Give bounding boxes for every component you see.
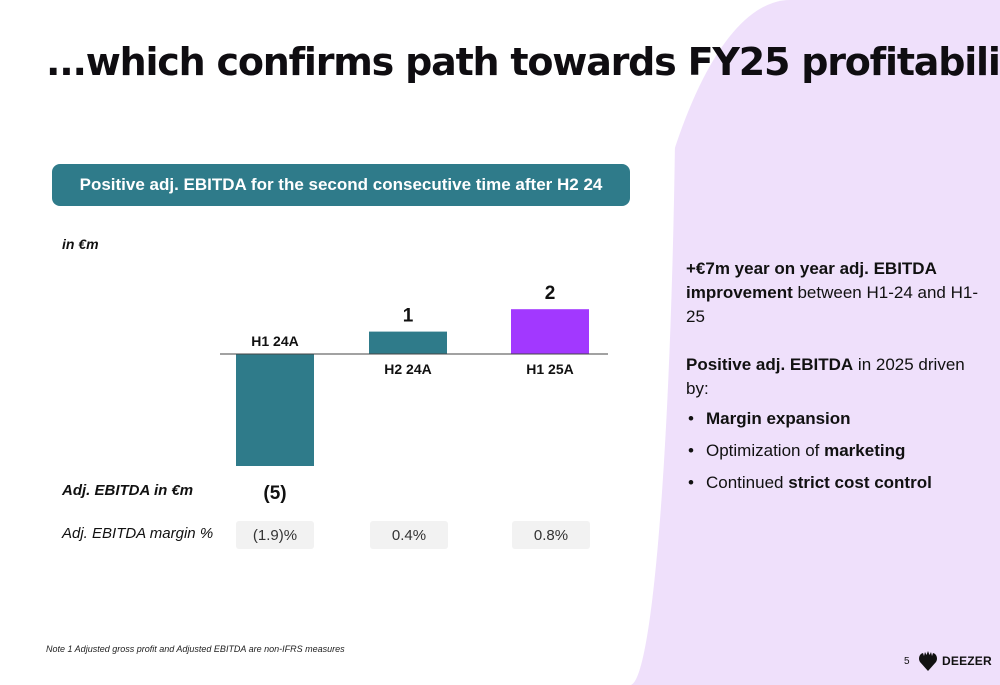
driver-item-marketing: Optimization of marketing: [686, 439, 986, 463]
bar-h1-24: [236, 354, 314, 466]
unit-label: in €m: [62, 236, 99, 252]
driver-item-cost: Continued strict cost control: [686, 471, 986, 495]
deezer-heart-icon: [919, 651, 937, 671]
driver-cost-text: strict cost control: [788, 473, 932, 492]
value-label-h1-25: 2: [545, 283, 556, 304]
commentary-yoy-highlight: +€7m year on year adj. EBITDA improvemen…: [686, 259, 937, 302]
driver-item-margin: Margin expansion: [686, 407, 986, 431]
margin-value-h2-24: 0.4%: [370, 521, 448, 549]
margin-row-label: Adj. EBITDA margin %: [62, 525, 214, 542]
deezer-logo: DEEZER: [918, 650, 992, 672]
commentary-positive-rest: in 2025 driven by:: [686, 355, 965, 398]
driver-cost-prefix: Continued: [706, 473, 789, 492]
driver-marketing-text: marketing: [824, 441, 906, 460]
value-label-h1-24: (5): [263, 483, 286, 504]
margin-value-h1-25: 0.8%: [512, 521, 590, 549]
commentary-positive: Positive adj. EBITDA in 2025 driven by:: [686, 353, 986, 401]
commentary-positive-highlight: Positive adj. EBITDA: [686, 355, 854, 374]
value-label-h2-24: 1: [403, 306, 414, 327]
driver-margin-text: Margin expansion: [706, 409, 851, 428]
drivers-list: Margin expansion Optimization of marketi…: [686, 407, 986, 495]
ebitda-row-label: Adj. EBITDA in €m: [62, 482, 194, 499]
bar-h1-25: [511, 309, 589, 354]
commentary-yoy: +€7m year on year adj. EBITDA improvemen…: [686, 257, 986, 329]
commentary-panel: +€7m year on year adj. EBITDA improvemen…: [686, 257, 986, 503]
bar-h2-24: [369, 331, 447, 354]
logo-wordmark: DEEZER: [942, 654, 992, 668]
commentary-yoy-rest: between H1-24 and H1-25: [686, 283, 978, 326]
slide-title: ...which confirms path towards FY25 prof…: [46, 40, 1000, 84]
page-number: 5: [904, 656, 910, 667]
category-label-h1-24: H1 24A: [251, 333, 298, 349]
margin-value-h1-24: (1.9)%: [236, 521, 314, 549]
footnote: Note 1 Adjusted gross profit and Adjuste…: [46, 644, 345, 654]
driver-marketing-prefix: Optimization of: [706, 441, 825, 460]
chart-banner: Positive adj. EBITDA for the second cons…: [52, 164, 630, 206]
category-label-h1-25: H1 25A: [526, 361, 573, 377]
category-label-h2-24: H2 24A: [384, 361, 431, 377]
